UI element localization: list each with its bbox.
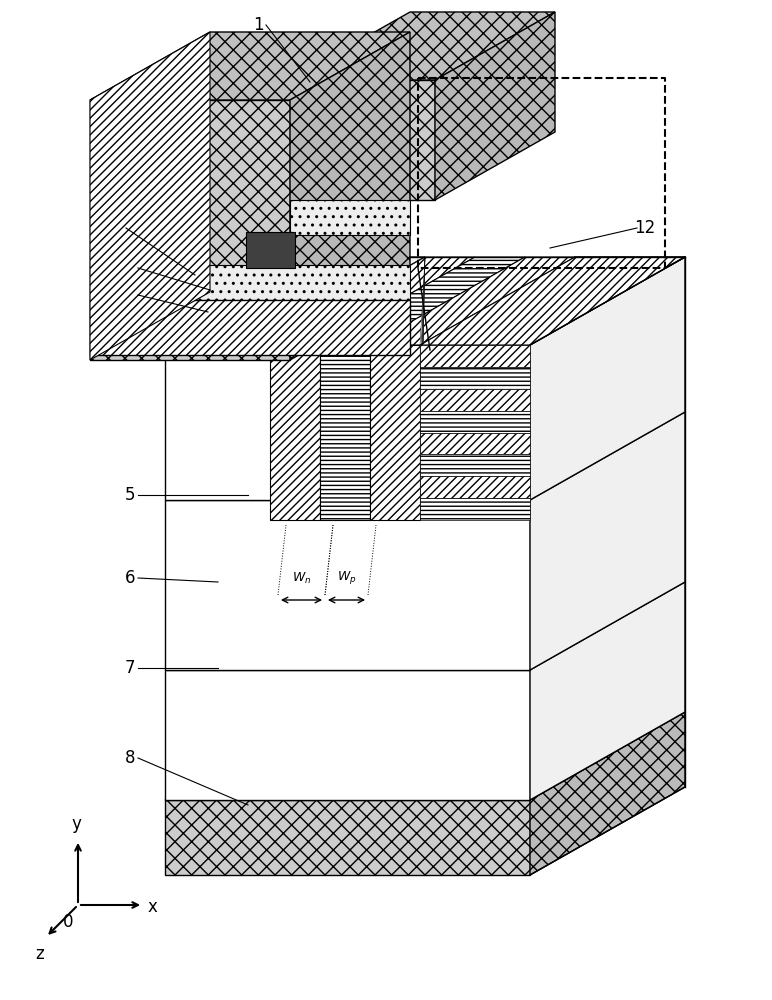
Text: y: y bbox=[71, 815, 81, 833]
Polygon shape bbox=[165, 257, 425, 345]
Polygon shape bbox=[270, 345, 320, 520]
Polygon shape bbox=[165, 800, 530, 875]
Polygon shape bbox=[420, 389, 530, 411]
Polygon shape bbox=[270, 257, 475, 345]
Text: $W_p$: $W_p$ bbox=[337, 569, 356, 586]
Polygon shape bbox=[420, 257, 425, 415]
Text: 9: 9 bbox=[125, 259, 135, 277]
Polygon shape bbox=[420, 257, 425, 485]
Polygon shape bbox=[420, 498, 530, 520]
Polygon shape bbox=[165, 500, 530, 670]
Polygon shape bbox=[320, 345, 370, 520]
Polygon shape bbox=[420, 345, 530, 367]
Polygon shape bbox=[435, 12, 555, 200]
Text: $W_n$: $W_n$ bbox=[292, 571, 311, 586]
Polygon shape bbox=[420, 257, 425, 450]
Polygon shape bbox=[165, 712, 685, 800]
Polygon shape bbox=[165, 670, 530, 800]
Text: x: x bbox=[148, 898, 158, 916]
Polygon shape bbox=[420, 257, 425, 520]
Polygon shape bbox=[165, 345, 530, 500]
Text: 12: 12 bbox=[635, 219, 655, 237]
Polygon shape bbox=[290, 200, 410, 235]
Text: 6: 6 bbox=[125, 569, 135, 587]
Polygon shape bbox=[420, 257, 425, 380]
Polygon shape bbox=[420, 432, 530, 454]
Text: 7: 7 bbox=[125, 659, 135, 677]
Text: z: z bbox=[36, 945, 44, 963]
Polygon shape bbox=[90, 300, 410, 355]
Text: 10: 10 bbox=[120, 286, 141, 304]
Polygon shape bbox=[420, 476, 530, 498]
Polygon shape bbox=[420, 257, 685, 345]
Polygon shape bbox=[420, 367, 530, 389]
Polygon shape bbox=[290, 80, 435, 200]
Polygon shape bbox=[246, 232, 295, 268]
Text: 0: 0 bbox=[63, 913, 73, 931]
Polygon shape bbox=[370, 257, 575, 345]
Text: 5: 5 bbox=[125, 486, 135, 504]
Text: 8: 8 bbox=[125, 749, 135, 767]
Text: 2: 2 bbox=[113, 219, 124, 237]
Polygon shape bbox=[90, 265, 410, 300]
Polygon shape bbox=[90, 32, 210, 360]
Polygon shape bbox=[420, 257, 685, 345]
Polygon shape bbox=[90, 100, 290, 360]
Polygon shape bbox=[320, 257, 525, 345]
Polygon shape bbox=[530, 582, 685, 800]
Polygon shape bbox=[290, 32, 410, 360]
Text: 1: 1 bbox=[252, 16, 263, 34]
Polygon shape bbox=[370, 345, 420, 520]
Polygon shape bbox=[530, 257, 685, 500]
Polygon shape bbox=[420, 411, 530, 432]
Polygon shape bbox=[530, 712, 685, 875]
Polygon shape bbox=[530, 412, 685, 670]
Polygon shape bbox=[290, 12, 555, 80]
Polygon shape bbox=[90, 32, 410, 100]
Polygon shape bbox=[420, 454, 530, 476]
